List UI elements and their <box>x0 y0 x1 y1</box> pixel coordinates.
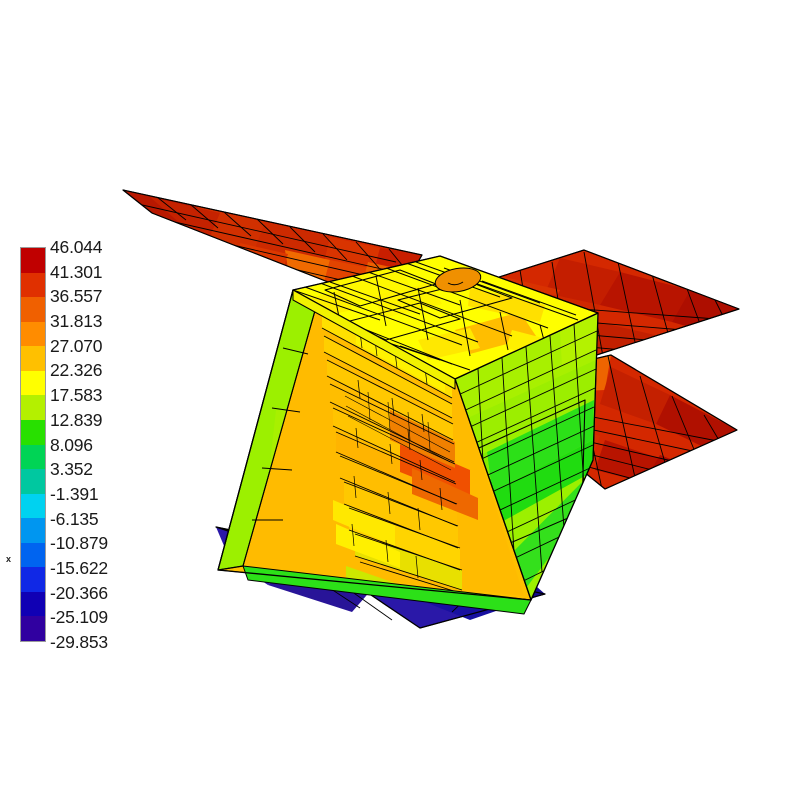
legend-band-10[interactable] <box>21 493 45 519</box>
legend-band-13[interactable] <box>21 567 45 592</box>
top-deck-front-lip <box>292 289 456 390</box>
legend-band-3[interactable] <box>21 321 45 347</box>
legend-label-3: 31.813 <box>50 311 103 332</box>
legend-band-12[interactable] <box>21 542 45 568</box>
contour-color-legend[interactable] <box>20 247 46 642</box>
legend-label-9: 3.352 <box>50 459 93 480</box>
legend-label-14: -20.366 <box>50 582 108 603</box>
legend-label-11: -6.135 <box>50 508 99 529</box>
legend-label-0: 46.044 <box>50 237 103 257</box>
contour-legend-labels: 46.044 41.301 36.557 31.813 27.070 22.326 17.5… <box>50 235 150 665</box>
legend-band-0[interactable] <box>21 248 45 273</box>
axis-triad-x-label: x <box>6 554 12 564</box>
legend-band-4[interactable] <box>21 346 45 371</box>
legend-band-1[interactable] <box>21 272 45 298</box>
legend-band-9[interactable] <box>21 469 45 494</box>
legend-band-7[interactable] <box>21 419 45 445</box>
antenna-dish-icon <box>434 267 482 293</box>
legend-label-13: -15.622 <box>50 557 108 578</box>
legend-band-2[interactable] <box>21 297 45 322</box>
legend-label-5: 22.326 <box>50 360 103 381</box>
legend-label-16: -29.853 <box>50 632 108 652</box>
legend-label-4: 27.070 <box>50 335 103 356</box>
legend-band-11[interactable] <box>21 518 45 543</box>
body-right-face <box>454 312 599 601</box>
legend-band-8[interactable] <box>21 444 45 470</box>
legend-band-15[interactable] <box>21 616 45 641</box>
legend-label-1: 41.301 <box>50 261 103 282</box>
legend-label-12: -10.879 <box>50 533 108 554</box>
body-bottom-rim <box>242 565 532 615</box>
legend-label-2: 36.557 <box>50 286 103 307</box>
legend-band-6[interactable] <box>21 395 45 420</box>
legend-band-5[interactable] <box>21 370 45 396</box>
legend-label-15: -25.109 <box>50 607 108 628</box>
legend-label-8: 8.096 <box>50 434 93 455</box>
legend-band-14[interactable] <box>21 591 45 617</box>
legend-label-6: 17.583 <box>50 385 103 406</box>
legend-label-7: 12.839 <box>50 409 103 430</box>
legend-label-10: -1.391 <box>50 483 99 504</box>
